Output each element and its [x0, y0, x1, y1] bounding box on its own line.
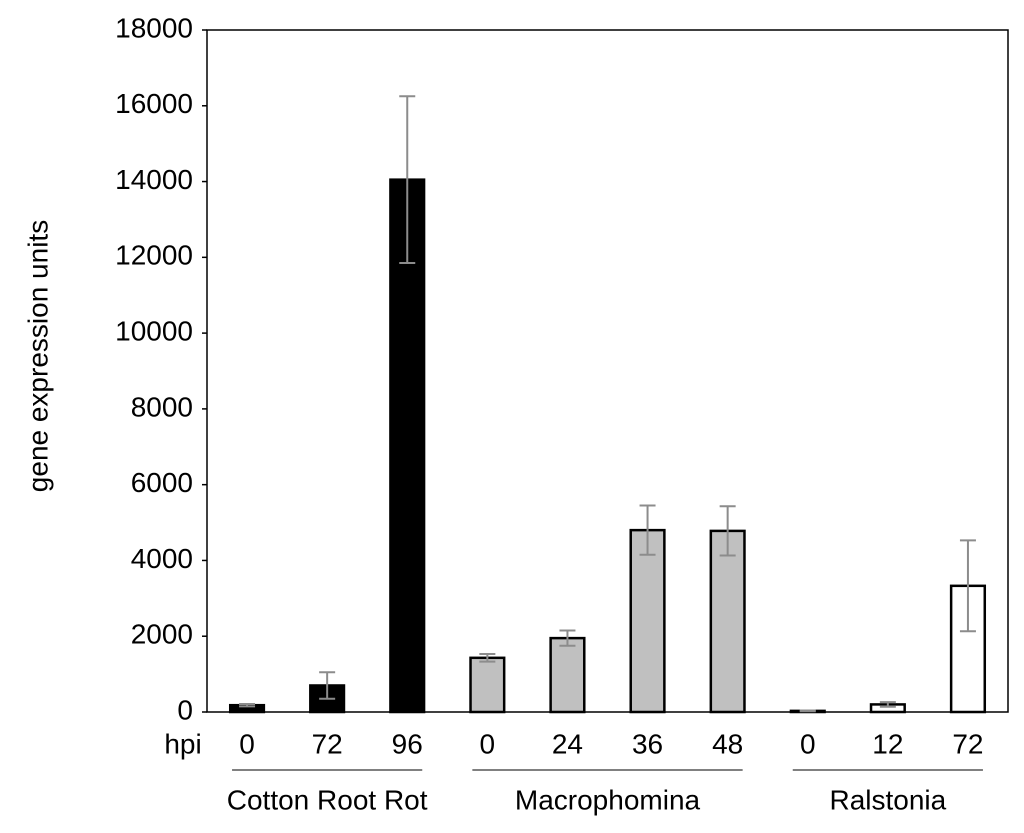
error-bar — [239, 703, 256, 708]
x-tick-label: 48 — [712, 728, 743, 759]
x-tick-label: 0 — [239, 728, 255, 759]
x-tick-label: 72 — [312, 728, 343, 759]
bar — [549, 636, 586, 714]
x-tick-label: 72 — [952, 728, 983, 759]
plot-frame — [206, 29, 1009, 713]
y-tick-label: 2000 — [131, 619, 193, 650]
y-tick-label: 14000 — [115, 164, 193, 195]
y-tick-label: 10000 — [115, 316, 193, 347]
error-bar — [959, 539, 976, 633]
x-tick-label: 12 — [872, 728, 903, 759]
group-label: Macrophomina — [515, 784, 701, 815]
bar — [389, 178, 426, 714]
group-label: Ralstonia — [829, 784, 946, 815]
error-bar — [799, 709, 816, 713]
x-axis-label: hpi — [164, 728, 201, 759]
error-bar — [319, 671, 336, 700]
y-axis-label: gene expression units — [22, 220, 53, 492]
error-bar — [879, 701, 896, 708]
y-tick-label: 8000 — [131, 391, 193, 422]
y-tick-label: 4000 — [131, 543, 193, 574]
x-tick-label: 24 — [552, 728, 583, 759]
error-bar — [719, 505, 736, 557]
x-tick-label: 36 — [632, 728, 663, 759]
group-label: Cotton Root Rot — [227, 784, 428, 815]
bar — [629, 528, 666, 714]
error-bar — [639, 504, 656, 556]
y-tick-label: 16000 — [115, 88, 193, 119]
y-tick-label: 12000 — [115, 240, 193, 271]
error-bar — [559, 629, 576, 647]
y-tick-label: 18000 — [115, 12, 193, 43]
x-tick-label: 96 — [392, 728, 423, 759]
y-tick-label: 0 — [177, 694, 193, 725]
y-tick-label: 6000 — [131, 467, 193, 498]
error-bar — [399, 95, 416, 265]
error-bar — [479, 653, 496, 663]
bar — [709, 529, 746, 714]
x-tick-label: 0 — [480, 728, 496, 759]
x-tick-label: 0 — [800, 728, 816, 759]
bar — [469, 656, 506, 714]
